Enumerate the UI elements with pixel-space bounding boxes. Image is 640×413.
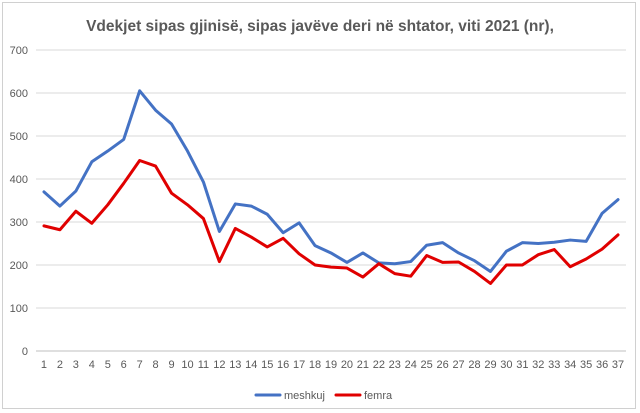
x-tick-label: 5	[105, 359, 111, 371]
x-tick-label: 7	[137, 359, 143, 371]
x-tick-label: 27	[452, 359, 464, 371]
x-tick-label: 18	[309, 359, 321, 371]
legend-label-femra: femra	[364, 390, 393, 402]
x-tick-label: 36	[596, 359, 608, 371]
x-tick-label: 37	[612, 359, 624, 371]
gridlines	[36, 49, 626, 352]
x-tick-label: 15	[261, 359, 273, 371]
x-tick-label: 9	[168, 359, 174, 371]
x-tick-label: 10	[181, 359, 193, 371]
x-tick-label: 19	[325, 359, 337, 371]
y-tick-label: 100	[10, 303, 28, 315]
x-tick-label: 20	[341, 359, 353, 371]
x-tick-label: 12	[213, 359, 225, 371]
x-tick-label: 4	[89, 359, 95, 371]
x-tick-label: 31	[516, 359, 528, 371]
x-tick-label: 35	[580, 359, 592, 371]
x-tick-label: 16	[277, 359, 289, 371]
y-tick-label: 400	[10, 174, 28, 186]
x-tick-label: 14	[245, 359, 257, 371]
x-tick-label: 2	[57, 359, 63, 371]
x-tick-label: 23	[389, 359, 401, 371]
series-line-femra	[42, 159, 620, 285]
x-tick-label: 34	[564, 359, 576, 371]
x-tick-label: 1	[41, 359, 47, 371]
legend-label-meshkuj: meshkuj	[284, 390, 325, 402]
y-tick-label: 200	[10, 260, 28, 272]
y-tick-label: 300	[10, 217, 28, 229]
x-tick-label: 17	[293, 359, 305, 371]
x-tick-label: 13	[229, 359, 241, 371]
x-tick-label: 26	[436, 359, 448, 371]
y-tick-label: 0	[22, 346, 28, 358]
x-tick-label: 30	[500, 359, 512, 371]
x-tick-label: 32	[532, 359, 544, 371]
x-tick-label: 28	[468, 359, 480, 371]
y-tick-label: 600	[10, 88, 28, 100]
x-tick-label: 25	[421, 359, 433, 371]
y-tick-label: 500	[10, 131, 28, 143]
x-tick-label: 21	[357, 359, 369, 371]
x-tick-label: 29	[484, 359, 496, 371]
legend: meshkuj femra	[254, 390, 393, 402]
x-tick-label: 6	[121, 359, 127, 371]
x-tick-label: 33	[548, 359, 560, 371]
x-tick-label: 11	[198, 359, 209, 371]
x-tick-label: 24	[405, 359, 417, 371]
chart-title: Vdekjet sipas gjinisë, sipas javëve deri…	[86, 18, 554, 35]
y-axis-ticks: 0 100 200 300 400 500 600 700	[10, 45, 28, 358]
x-tick-label: 3	[73, 359, 79, 371]
series-lines	[42, 89, 620, 285]
x-axis-ticks: 1 2 3 4 5 6 7 8 9 10 11 12 13 14 15 16 17 18 19 20 21 22 23 24 2…	[41, 359, 624, 371]
y-tick-label: 700	[10, 45, 28, 57]
x-tick-label: 8	[153, 359, 159, 371]
series-line-meshkuj	[42, 89, 620, 273]
x-tick-label: 22	[373, 359, 385, 371]
